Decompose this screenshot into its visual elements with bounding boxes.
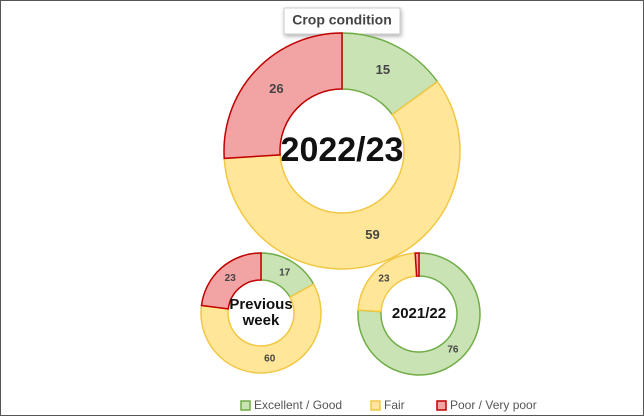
title-box [283, 7, 401, 35]
legend-label: Excellent / Good [254, 398, 342, 412]
data-label: 60 [264, 353, 276, 364]
center-label: 2021/22 [391, 305, 447, 323]
chart-title: Crop condition [292, 12, 392, 28]
donut-segment [200, 283, 322, 374]
legend-label: Fair [384, 398, 405, 412]
donut-segment [357, 252, 481, 376]
legend-swatch [436, 400, 447, 411]
center-label: Previous week [229, 296, 293, 329]
center-label: 2022/23 [280, 131, 404, 170]
donut-segment [223, 80, 461, 270]
data-label: 15 [376, 62, 390, 77]
donut-segment [200, 252, 262, 310]
data-label: 17 [279, 268, 291, 279]
data-label: 59 [365, 227, 379, 242]
data-label: 23 [378, 274, 390, 285]
legend-label: Poor / Very poor [450, 398, 537, 412]
data-label: 76 [447, 345, 459, 356]
legend-swatch [370, 400, 381, 411]
legend-swatch [240, 400, 251, 411]
data-label: 23 [225, 273, 237, 284]
donut-segment [414, 252, 420, 277]
data-label: 26 [269, 81, 283, 96]
donut-segment [223, 32, 343, 160]
